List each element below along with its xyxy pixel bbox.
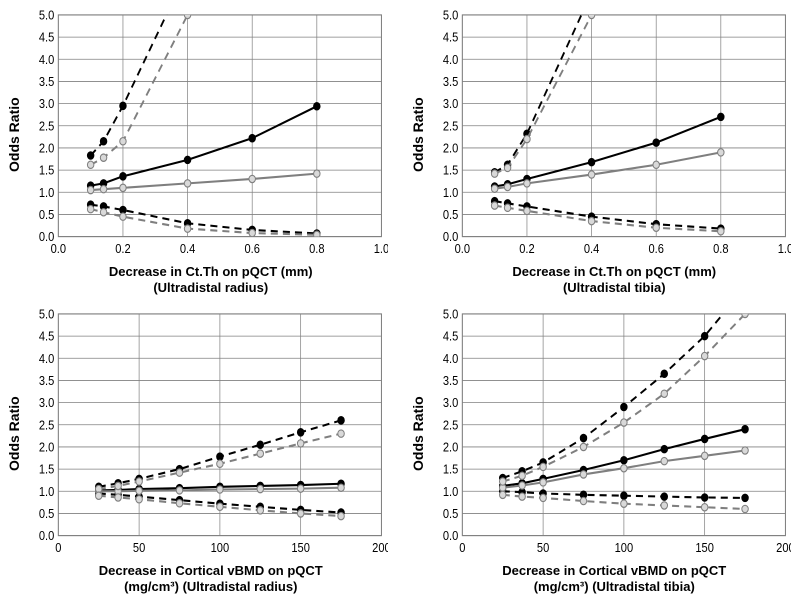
ylabel: Odds Ratio <box>408 8 428 262</box>
svg-text:5.0: 5.0 <box>442 307 458 322</box>
svg-text:5.0: 5.0 <box>39 8 55 23</box>
plot-area: 0.00.51.01.52.02.53.03.54.04.55.00.00.20… <box>24 8 388 262</box>
figure-grid: Odds Ratio 0.0 0.5 1.0 1.5 2.0 2.5 3.0 3.5 4.0 4.… <box>0 0 799 597</box>
svg-text:0.5: 0.5 <box>442 207 458 222</box>
svg-text:200: 200 <box>776 540 791 555</box>
svg-text:2.0: 2.0 <box>442 439 458 454</box>
svg-text:0.5: 0.5 <box>39 506 55 521</box>
plot-area: 0.0 0.5 1.0 1.5 2.0 2.5 3.0 3.5 4.0 4.5 5.0 0 50 100 1… <box>24 307 388 561</box>
ylabel: Odds Ratio <box>4 307 24 561</box>
ylabel: Odds Ratio <box>4 8 24 262</box>
svg-text:4.5: 4.5 <box>39 329 55 344</box>
svg-text:0.0: 0.0 <box>454 241 470 256</box>
svg-text:3.0: 3.0 <box>39 97 55 112</box>
xlabel-line1: Decrease in Ct.Th on pQCT (mm) <box>512 264 716 279</box>
svg-text:1.5: 1.5 <box>442 163 458 178</box>
svg-text:0.0: 0.0 <box>51 241 67 256</box>
svg-text:2.0: 2.0 <box>39 439 55 454</box>
svg-text:2.5: 2.5 <box>442 119 458 134</box>
svg-text:1.5: 1.5 <box>39 462 55 477</box>
svg-text:3.5: 3.5 <box>39 373 55 388</box>
svg-text:4.0: 4.0 <box>442 351 458 366</box>
xlabel-line2: (mg/cm³) (Ultradistal tibia) <box>438 579 792 595</box>
svg-text:1.5: 1.5 <box>39 163 55 178</box>
svg-text:3.5: 3.5 <box>442 373 458 388</box>
svg-text:3.0: 3.0 <box>39 395 55 410</box>
panel-top-left: Odds Ratio 0.0 0.5 1.0 1.5 2.0 2.5 3.0 3.5 4.0 4.… <box>4 8 388 297</box>
xlabel-line2: (Ultradistal radius) <box>34 280 388 296</box>
svg-text:0: 0 <box>459 540 466 555</box>
svg-text:0.6: 0.6 <box>244 241 260 256</box>
svg-text:0.4: 0.4 <box>180 241 196 256</box>
xlabel: Decrease in Cortical vBMD on pQCT (mg/cm… <box>438 563 792 596</box>
svg-text:3.5: 3.5 <box>39 74 55 89</box>
svg-text:4.0: 4.0 <box>39 351 55 366</box>
xlabel: Decrease in Cortical vBMD on pQCT (mg/cm… <box>34 563 388 596</box>
plot-area: 0.0 0.5 1.0 1.5 2.0 2.5 3.0 3.5 4.0 4.5 5.0 0 50 100 1… <box>428 307 792 561</box>
panel-bottom-left: Odds Ratio 0.0 0.5 1.0 1.5 2.0 2.5 3.0 3.5 4.0 4.… <box>4 307 388 596</box>
svg-text:0.5: 0.5 <box>39 207 55 222</box>
xlabel-line1: Decrease in Cortical vBMD on pQCT <box>502 563 726 578</box>
xlabel: Decrease in Ct.Th on pQCT (mm) (Ultradis… <box>438 264 792 297</box>
svg-text:0.2: 0.2 <box>519 241 535 256</box>
svg-text:4.0: 4.0 <box>39 52 55 67</box>
xlabel-line1: Decrease in Cortical vBMD on pQCT <box>99 563 323 578</box>
svg-text:50: 50 <box>536 540 549 555</box>
xlabel-line2: (Ultradistal tibia) <box>438 280 792 296</box>
svg-text:0: 0 <box>55 540 62 555</box>
svg-text:3.0: 3.0 <box>442 395 458 410</box>
svg-text:1.0: 1.0 <box>39 484 55 499</box>
svg-text:1.0: 1.0 <box>777 241 791 256</box>
svg-text:1.0: 1.0 <box>39 185 55 200</box>
svg-text:2.5: 2.5 <box>442 417 458 432</box>
svg-text:3.0: 3.0 <box>442 97 458 112</box>
svg-text:1.0: 1.0 <box>374 241 388 256</box>
svg-text:5.0: 5.0 <box>442 8 458 23</box>
svg-text:0.0: 0.0 <box>39 528 55 543</box>
svg-text:50: 50 <box>133 540 146 555</box>
svg-text:0.2: 0.2 <box>115 241 131 256</box>
panel-top-right: Odds Ratio 0.0 0.5 1.0 1.5 2.0 2.5 3.0 3.5 4.0 4.… <box>408 8 792 297</box>
ylabel: Odds Ratio <box>408 307 428 561</box>
svg-text:4.5: 4.5 <box>442 329 458 344</box>
svg-text:1.5: 1.5 <box>442 462 458 477</box>
svg-text:4.5: 4.5 <box>39 30 55 45</box>
svg-text:0.5: 0.5 <box>442 506 458 521</box>
svg-text:2.5: 2.5 <box>39 119 55 134</box>
plot-area: 0.00.51.01.52.02.53.03.54.04.55.00.00.20… <box>428 8 792 262</box>
svg-text:5.0: 5.0 <box>39 307 55 322</box>
svg-text:4.5: 4.5 <box>442 30 458 45</box>
svg-text:0.8: 0.8 <box>309 241 325 256</box>
svg-text:2.0: 2.0 <box>442 141 458 156</box>
svg-text:0.4: 0.4 <box>583 241 599 256</box>
svg-text:150: 150 <box>291 540 310 555</box>
svg-text:4.0: 4.0 <box>442 52 458 67</box>
svg-text:200: 200 <box>372 540 387 555</box>
svg-text:2.5: 2.5 <box>39 417 55 432</box>
svg-text:3.5: 3.5 <box>442 74 458 89</box>
svg-text:0.6: 0.6 <box>648 241 664 256</box>
xlabel: Decrease in Ct.Th on pQCT (mm) (Ultradis… <box>34 264 388 297</box>
svg-text:100: 100 <box>614 540 633 555</box>
svg-text:1.0: 1.0 <box>442 185 458 200</box>
svg-text:100: 100 <box>211 540 230 555</box>
svg-text:0.0: 0.0 <box>442 528 458 543</box>
svg-text:0.8: 0.8 <box>713 241 729 256</box>
xlabel-line2: (mg/cm³) (Ultradistal radius) <box>34 579 388 595</box>
svg-text:150: 150 <box>695 540 714 555</box>
svg-text:1.0: 1.0 <box>442 484 458 499</box>
xlabel-line1: Decrease in Ct.Th on pQCT (mm) <box>109 264 313 279</box>
panel-bottom-right: Odds Ratio 0.0 0.5 1.0 1.5 2.0 2.5 3.0 3.5 4.0 4.… <box>408 307 792 596</box>
svg-text:2.0: 2.0 <box>39 141 55 156</box>
